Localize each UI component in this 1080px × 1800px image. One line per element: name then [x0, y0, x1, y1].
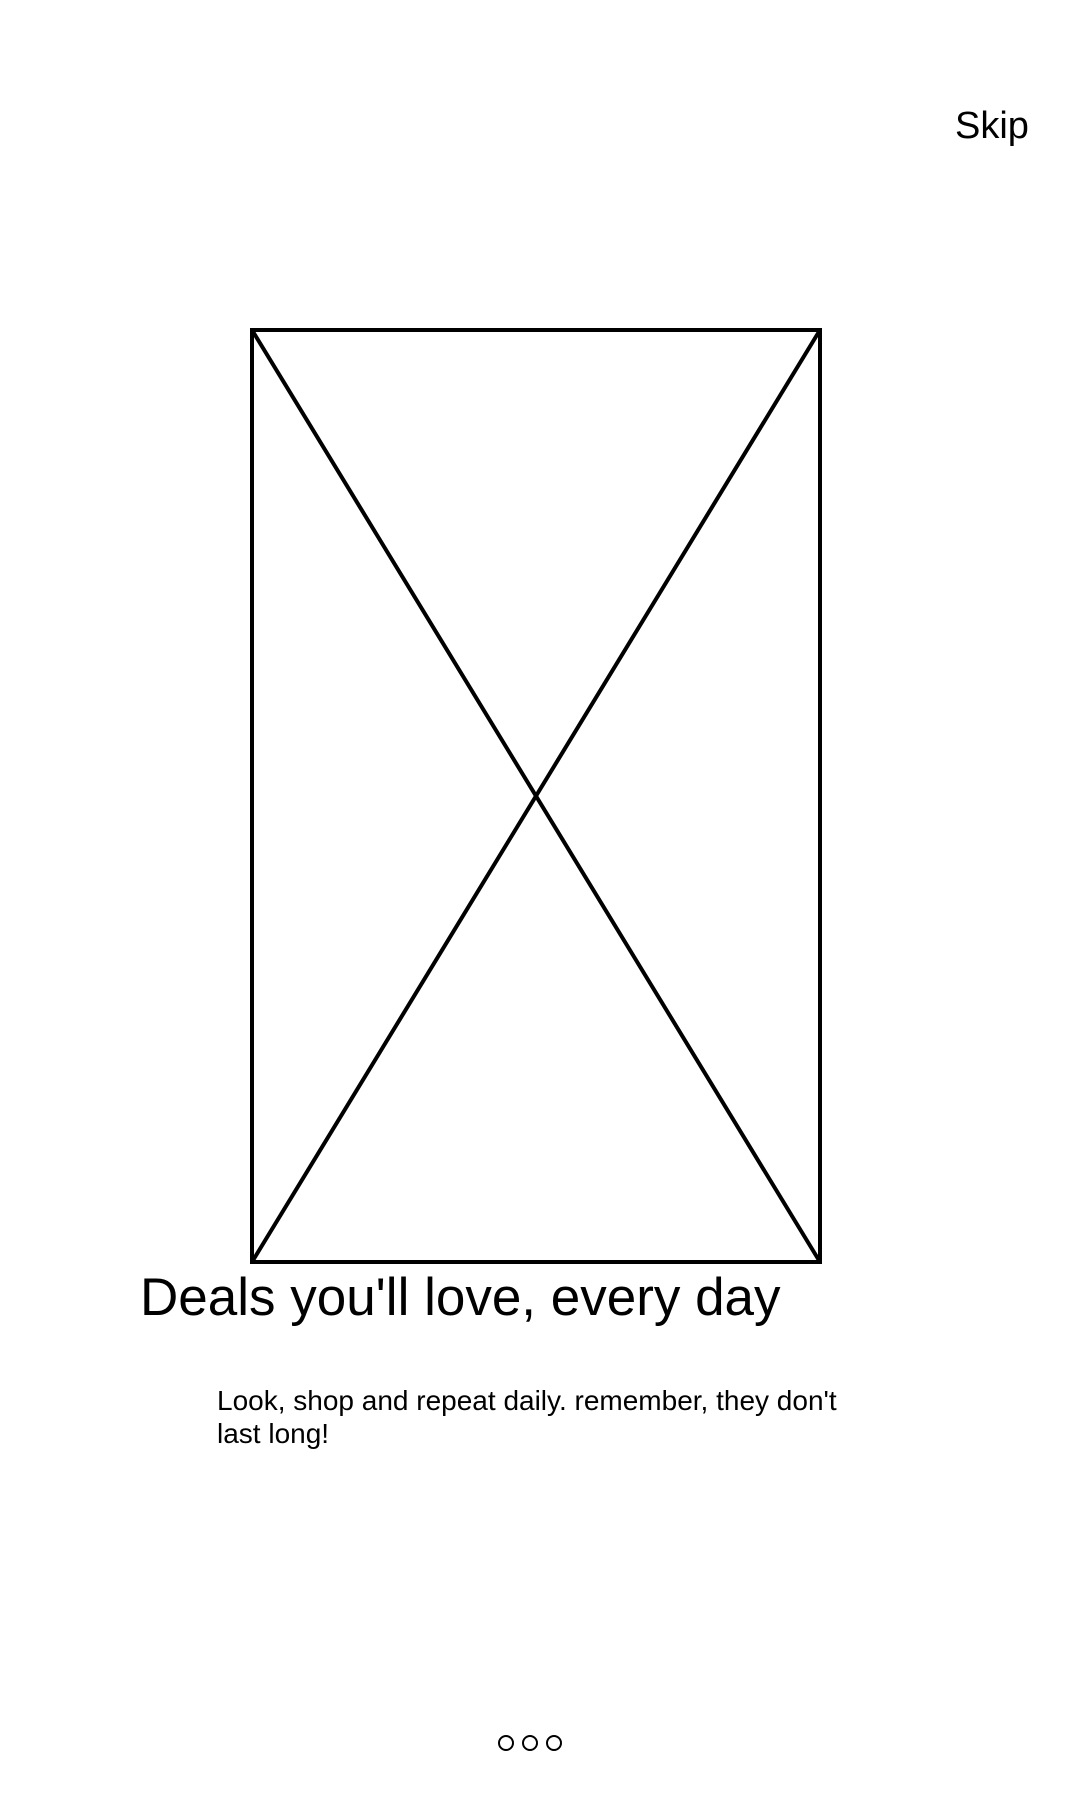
image-placeholder-icon — [250, 328, 822, 1264]
page-dot-2-icon[interactable] — [522, 1735, 538, 1751]
page-dot-3-icon[interactable] — [546, 1735, 562, 1751]
page-dot-1-icon[interactable] — [498, 1735, 514, 1751]
skip-button[interactable]: Skip — [955, 105, 1029, 147]
onboarding-title: Deals you'll love, every day — [140, 1268, 781, 1327]
onboarding-description: Look, shop and repeat daily. remember, t… — [217, 1385, 837, 1449]
page-indicator — [498, 1735, 562, 1751]
